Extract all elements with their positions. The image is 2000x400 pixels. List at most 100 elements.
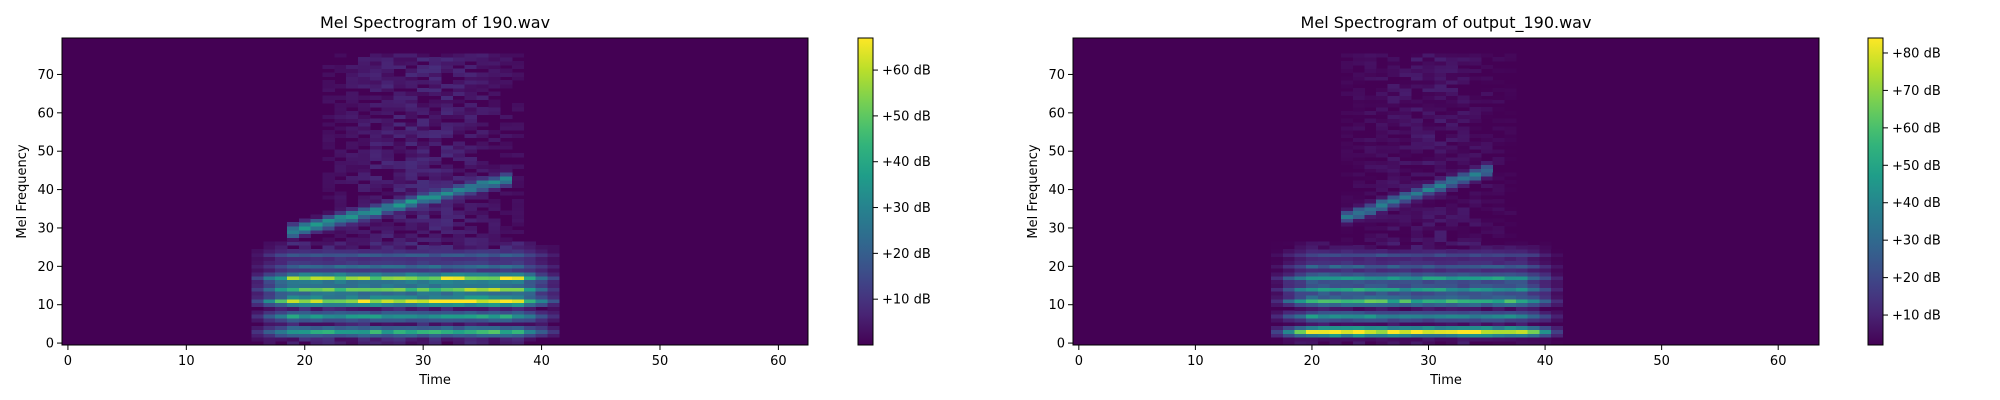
heatmap-cell <box>1504 272 1517 277</box>
heatmap-cell <box>1469 68 1482 73</box>
heatmap-cell <box>334 226 347 231</box>
heatmap-cell <box>358 306 371 311</box>
heatmap-cell <box>1306 337 1319 342</box>
heatmap-cell <box>1434 214 1447 219</box>
heatmap-cell <box>523 268 537 273</box>
heatmap-cell <box>1387 68 1400 73</box>
heatmap-cell <box>358 218 371 223</box>
heatmap-cell <box>393 176 406 181</box>
heatmap-cell <box>393 245 406 250</box>
heatmap-cell <box>1480 318 1494 323</box>
heatmap-cell <box>369 195 383 200</box>
heatmap-cell <box>440 272 454 277</box>
heatmap-cell <box>417 314 430 319</box>
heatmap-cell <box>346 145 359 150</box>
heatmap-cell <box>500 310 513 315</box>
heatmap-cell <box>334 275 347 281</box>
heatmap-cell <box>1504 279 1517 284</box>
heatmap-cell <box>417 168 430 173</box>
heatmap-cell <box>1411 287 1424 292</box>
heatmap-cell <box>1422 218 1435 223</box>
heatmap-cell <box>322 241 335 246</box>
heatmap-cell <box>1515 249 1528 254</box>
heatmap-cell <box>346 321 359 327</box>
heatmap-cell <box>1446 145 1459 150</box>
heatmap-cell <box>322 256 335 261</box>
heatmap-cell <box>1399 126 1412 131</box>
heatmap-cell <box>464 172 477 177</box>
heatmap-cell <box>322 237 335 242</box>
heatmap-cell <box>1411 218 1424 223</box>
heatmap-cell <box>1457 210 1470 215</box>
heatmap-cell <box>1306 256 1319 261</box>
heatmap-cell <box>1341 333 1354 338</box>
heatmap-cell <box>286 337 300 342</box>
heatmap-cell <box>1399 237 1412 242</box>
heatmap-cell <box>334 295 347 300</box>
heatmap-cell <box>1294 310 1307 315</box>
heatmap-cell <box>310 298 323 304</box>
heatmap-cell <box>1492 275 1505 281</box>
heatmap-cell <box>1446 176 1459 181</box>
heatmap-cell <box>452 287 465 292</box>
heatmap-cell <box>417 141 430 146</box>
heatmap-cell <box>358 252 371 258</box>
heatmap-cell <box>417 321 430 327</box>
heatmap-cell <box>1387 64 1400 70</box>
heatmap-cell <box>358 283 371 288</box>
y-tick-label: 10 <box>1048 298 1065 313</box>
heatmap-cell <box>1434 103 1447 108</box>
heatmap-cell <box>1515 245 1528 250</box>
heatmap-cell <box>275 275 288 281</box>
heatmap-cell <box>322 275 335 281</box>
heatmap-cell <box>476 295 489 300</box>
heatmap-cell <box>1399 341 1412 346</box>
heatmap-cell <box>1469 337 1482 342</box>
heatmap-cell <box>369 187 383 192</box>
heatmap-cell <box>358 272 371 277</box>
heatmap-cell <box>286 264 300 269</box>
heatmap-cell <box>1492 57 1505 62</box>
heatmap-cell <box>523 272 537 277</box>
heatmap-cell <box>1352 222 1365 227</box>
heatmap-cell <box>1271 314 1284 319</box>
heatmap-cell <box>358 57 371 62</box>
heatmap-cell <box>476 87 489 93</box>
heatmap-cell <box>511 206 525 212</box>
heatmap-cell <box>464 249 477 254</box>
heatmap-cell <box>275 321 288 327</box>
heatmap-cell <box>511 72 525 77</box>
heatmap-cell <box>1539 295 1552 300</box>
heatmap-cell <box>405 241 418 246</box>
heatmap-cell <box>452 195 465 200</box>
heatmap-cell <box>1411 57 1424 62</box>
heatmap-cell <box>429 337 442 342</box>
heatmap-cell <box>1352 176 1365 181</box>
heatmap-cell <box>1492 256 1505 261</box>
heatmap-cell <box>488 72 501 77</box>
heatmap-cell <box>1480 245 1494 250</box>
heatmap-cell <box>440 264 454 269</box>
heatmap-cell <box>452 122 465 127</box>
heatmap-cell <box>1527 310 1540 315</box>
heatmap-cell <box>511 183 525 189</box>
heatmap-cell <box>263 306 276 311</box>
heatmap-cell <box>1282 321 1295 327</box>
heatmap-cell <box>1457 237 1470 242</box>
heatmap-cell <box>1317 260 1330 265</box>
heatmap-cell <box>286 229 300 235</box>
heatmap-cell <box>1411 341 1424 346</box>
heatmap-cell <box>440 214 454 219</box>
heatmap-cell <box>1399 176 1412 181</box>
heatmap-cell <box>1282 314 1295 319</box>
heatmap-cell <box>298 233 312 238</box>
heatmap-cell <box>1434 80 1447 85</box>
y-tick-label: 30 <box>1048 221 1065 236</box>
heatmap-cell <box>346 275 359 281</box>
heatmap-cell <box>1411 107 1424 112</box>
heatmap-cell <box>488 183 501 189</box>
heatmap-cell <box>417 72 430 77</box>
heatmap-cell <box>464 252 477 258</box>
heatmap-cell <box>1399 249 1412 254</box>
heatmap-cell <box>358 291 371 296</box>
